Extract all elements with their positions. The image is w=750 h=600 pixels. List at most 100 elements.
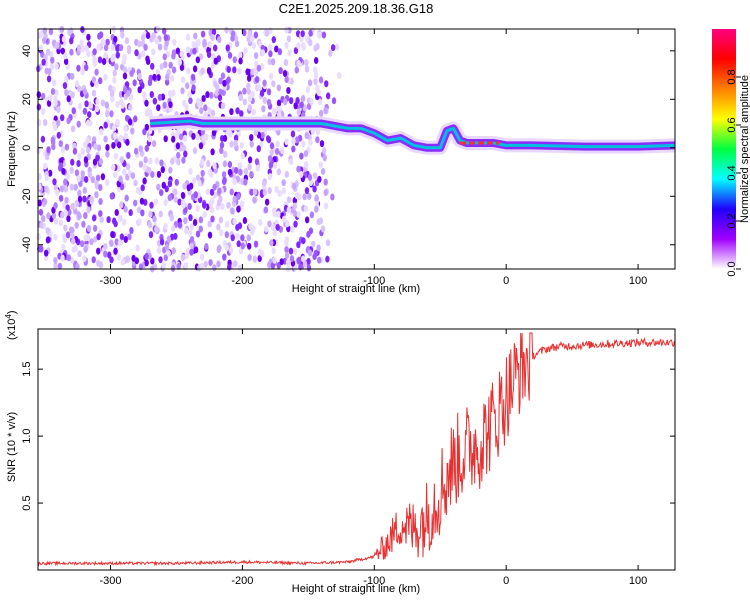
noise-point	[149, 90, 155, 98]
noise-point	[83, 212, 88, 220]
noise-point	[229, 140, 234, 148]
noise-point	[182, 182, 187, 190]
noise-point	[58, 140, 63, 148]
noise-point	[143, 198, 148, 206]
noise-point	[147, 221, 153, 229]
noise-point	[312, 185, 317, 193]
noise-point	[177, 198, 182, 206]
noise-point	[42, 37, 47, 45]
noise-point	[53, 99, 58, 107]
noise-point	[228, 130, 233, 138]
noise-point	[207, 231, 213, 239]
noise-point	[276, 262, 281, 270]
noise-point	[243, 167, 249, 175]
noise-point	[48, 28, 54, 36]
noise-point	[309, 211, 315, 219]
noise-point	[145, 32, 151, 40]
colorbar-tick-label: 0.2	[726, 213, 738, 228]
noise-point	[249, 188, 254, 196]
noise-point	[222, 79, 227, 87]
noise-point	[285, 220, 290, 228]
noise-point	[180, 254, 186, 262]
noise-point	[272, 161, 278, 169]
noise-point	[216, 199, 222, 207]
noise-point	[267, 155, 273, 163]
noise-point	[79, 240, 85, 248]
x-tick-label: 100	[629, 575, 647, 587]
noise-point	[316, 256, 322, 264]
noise-point	[213, 57, 218, 65]
noise-point	[281, 179, 286, 187]
noise-point	[98, 210, 103, 218]
noise-point	[270, 262, 276, 270]
noise-point	[265, 135, 271, 143]
noise-point	[229, 188, 234, 196]
noise-point	[167, 194, 173, 202]
noise-point	[46, 99, 52, 107]
noise-point	[53, 217, 59, 225]
noise-point	[175, 142, 181, 150]
noise-point	[222, 134, 228, 142]
noise-point	[220, 203, 225, 211]
noise-point	[113, 247, 118, 255]
noise-point	[158, 210, 163, 218]
noise-point	[156, 170, 162, 178]
noise-point	[76, 175, 81, 183]
noise-point	[288, 97, 294, 105]
noise-point	[267, 173, 273, 181]
noise-point	[113, 132, 118, 140]
noise-point	[188, 97, 193, 105]
noise-point	[262, 79, 267, 87]
noise-point	[127, 118, 133, 126]
noise-point	[40, 92, 46, 100]
noise-point	[268, 43, 273, 51]
noise-point	[50, 88, 56, 96]
noise-point	[232, 217, 237, 225]
noise-point	[247, 254, 252, 262]
noise-point	[257, 248, 263, 256]
noise-point	[322, 154, 327, 162]
colorbar-label: Normalized spectral amplitude	[739, 75, 750, 223]
noise-point	[286, 206, 292, 214]
noise-point	[147, 167, 152, 175]
noise-point	[109, 256, 114, 264]
noise-point	[256, 83, 261, 91]
noise-point	[151, 140, 157, 148]
noise-point	[191, 41, 196, 49]
noise-point	[157, 93, 163, 101]
noise-point	[72, 147, 78, 155]
noise-point	[213, 44, 218, 52]
noise-point	[292, 247, 298, 255]
colorbar-ticks: 0.0 0.2 0.4 0.6 0.8	[726, 69, 741, 277]
noise-point	[164, 78, 170, 86]
noise-point	[36, 233, 41, 241]
noise-point	[306, 258, 311, 266]
noise-point	[126, 44, 132, 52]
noise-point	[120, 31, 125, 39]
noise-point	[200, 67, 205, 75]
noise-point	[288, 247, 294, 255]
noise-point	[128, 209, 133, 217]
noise-point	[69, 72, 75, 80]
noise-point	[247, 163, 252, 171]
noise-point	[274, 186, 279, 194]
noise-point	[330, 193, 335, 201]
noise-point	[156, 246, 162, 254]
noise-point	[313, 71, 319, 79]
noise-point	[183, 217, 188, 225]
noise-point	[142, 163, 147, 171]
noise-point	[284, 138, 289, 146]
noise-point	[218, 77, 223, 85]
noise-point	[63, 209, 68, 217]
noise-point	[193, 191, 198, 199]
noise-point	[63, 178, 68, 186]
noise-point	[254, 158, 260, 166]
noise-point	[171, 49, 177, 57]
noise-point	[150, 62, 155, 70]
noise-point	[144, 252, 149, 260]
noise-point	[238, 94, 244, 102]
noise-point	[247, 156, 253, 164]
noise-point	[98, 128, 104, 136]
noise-point	[85, 136, 90, 144]
noise-point	[109, 239, 114, 247]
